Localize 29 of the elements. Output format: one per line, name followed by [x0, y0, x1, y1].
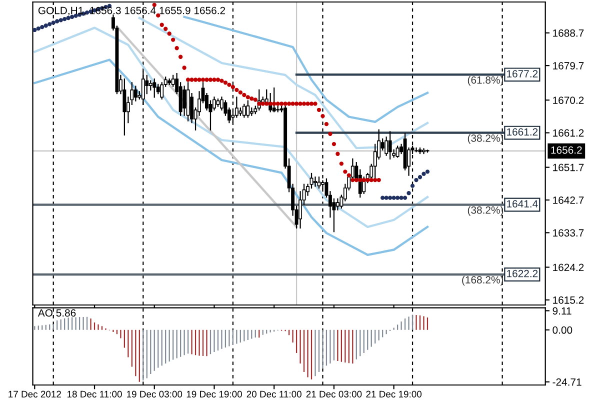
- data-label: 1661.2: [507, 128, 538, 136]
- chart-title: AO 5.86: [38, 309, 76, 317]
- y-tick-label: 1661.2: [553, 129, 584, 137]
- y-tick-label: 1688.7: [553, 29, 584, 37]
- annotation: (168.2%): [462, 276, 504, 286]
- y-tick-label: 1633.7: [553, 229, 584, 237]
- x-tick-label: 20 Dec 11:00: [246, 390, 302, 398]
- annotation: (38.2%): [468, 134, 504, 144]
- x-tick-label: 18 Dec 11:00: [67, 390, 122, 398]
- x-tick-label: 21 Dec 03:00: [306, 390, 362, 398]
- x-tick-label: 19 Dec 19:00: [186, 390, 242, 398]
- x-tick-label: 19 Dec 03:00: [127, 390, 182, 398]
- annotation: (61.8%): [468, 76, 504, 86]
- y-tick-label: 1615.2: [553, 296, 584, 304]
- data-label: 1641.4: [507, 200, 538, 208]
- y-tick-label: 1651.7: [553, 164, 584, 172]
- y-tick-label: 1679.7: [553, 62, 584, 70]
- y-tick-label: 0.00: [552, 326, 572, 334]
- x-tick-label: 21 Dec 19:00: [366, 390, 422, 398]
- y-tick-label: 1624.2: [553, 264, 584, 272]
- y-tick-label: -24.71: [552, 378, 582, 386]
- data-label: 1677.2: [507, 70, 538, 78]
- x-tick-label: 17 Dec 2012: [8, 390, 61, 398]
- y-tick-label: 1670.2: [553, 96, 584, 104]
- data-label: 1622.2: [507, 270, 538, 278]
- y-tick-label: 9.11: [552, 307, 572, 315]
- y-tick-label: 1642.7: [553, 196, 584, 204]
- annotation: (38.2%): [468, 206, 504, 216]
- ref-line-label: 1656.2: [551, 146, 582, 154]
